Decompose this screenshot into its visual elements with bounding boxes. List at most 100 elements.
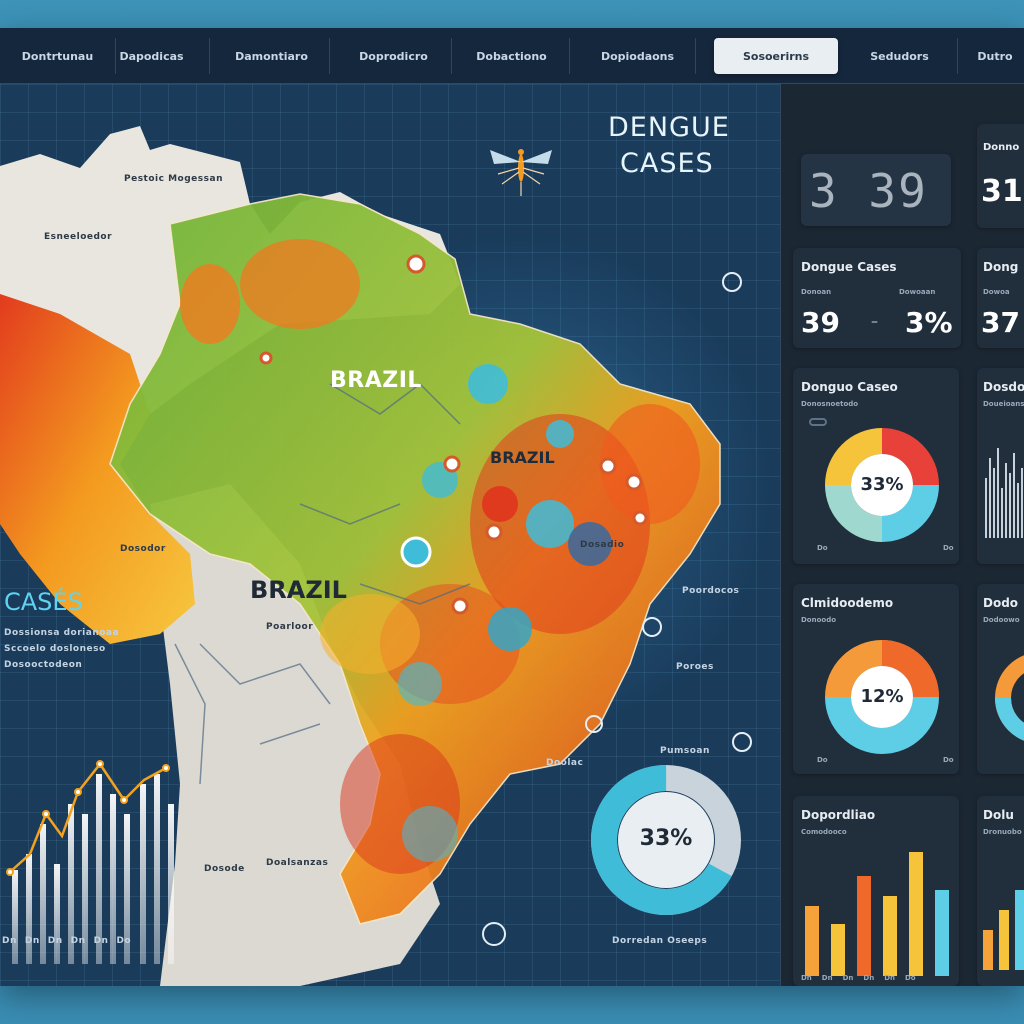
bar-chart-card: Dopordliao Comodooco Dn Dn Dn Dn Dn Do [793,796,959,986]
bars-ticks: Dn Dn Dn Dn Dn Do [801,974,916,982]
marker-teal [400,536,432,568]
bar-tick: Dn [842,974,854,982]
bar-tick: Do [904,974,916,982]
mini-bar-6 [82,814,88,964]
hotspot-5 [180,264,240,344]
donut1-seg-yellow [825,428,882,485]
kpi-value-1: 39 [801,306,840,339]
marker-ring-2 [642,617,662,637]
bar-6 [935,890,949,976]
marker-ring-3 [732,732,752,752]
donut1-title: Donguo Caseo [801,380,898,394]
donut2-chart [825,640,939,754]
hotspot-4 [240,239,360,329]
map-markers [259,254,648,615]
map-region-label-2: Esneeloedor [44,232,113,242]
tick-label: Dn [2,936,17,946]
donut1-seg-red [882,428,939,485]
kpi-card-2b-sub: Dowoa [983,288,1010,296]
kpi-card-2: Dongue Cases Donoan Dowoaan 39 – 3% [793,248,961,348]
donut1-toggle[interactable] [809,418,827,426]
donut2-seg-red [882,640,939,697]
main-donut-caption: Dorredan Oseeps [612,936,708,946]
marker-8 [259,351,273,365]
kpi-digits: 3 39 [809,164,928,218]
donut2-seg-teal [825,697,939,754]
border-lines [174,383,471,785]
bar-chart [805,852,949,976]
bar-1 [805,906,819,976]
map-markers-outline [482,272,752,946]
tab-8[interactable]: Sedudors [842,38,958,74]
tab-9[interactable]: Dutro [977,49,1013,63]
title-line-1: DENGUE [608,112,730,143]
cluster-3 [488,607,532,651]
cluster-2 [526,500,574,548]
kpi-card-2-sub2: Dowoaan [899,288,936,296]
donut1-sub: Donosnoetodo [801,400,859,408]
cluster-1 [468,364,508,404]
histogram-chart [985,448,1023,538]
main-donut-value: 33% [639,826,693,851]
donut2-legend-2: Do [943,756,954,764]
bars-sub: Comodooco [801,828,847,836]
marker-6 [632,510,648,526]
kpi-card-2-title: Dongue Cases [801,260,897,274]
tab-6[interactable]: Dopiodaons [580,38,696,74]
kpi-card-1b: Donno 31 [977,124,1024,228]
donut2b-ring-teal [995,697,1024,741]
donut1-seg-teal [882,485,939,542]
map-region-label-1: Pestoic Mogessan [124,174,223,184]
map-label-brazil-3: BRAZIL [250,576,347,604]
marker-1 [406,254,426,274]
tick-label: Dn [93,936,109,946]
donut2-title: Clmidoodemo [801,596,894,610]
left-text-line-3: Dosooctodeon [4,660,83,670]
tab-4[interactable]: Doprodicro [336,38,452,74]
cluster-9 [482,486,518,522]
marker-ring-5 [482,922,506,946]
donut2b-title: Dodo [983,596,1019,610]
bars-b-chart [983,890,1024,970]
mini-bar-7 [96,774,102,964]
bar-3 [857,876,871,976]
donut-card-1: Donguo Caseo Donosnoetodo 33% Do Do [793,368,959,564]
kpi-card-2b-title: Dong [983,260,1019,274]
mini-bar-2 [26,854,32,964]
donut1-value: 33% [860,474,904,495]
donut2-center [851,666,913,728]
kpi-value-2: 3% [905,306,953,339]
dashboard-frame: Dontrtunau Dapodicas Damontiaro Doprodic… [0,28,1024,986]
left-text-line-1: Dossionsa dorianoaa [4,628,120,638]
mini-bar-11 [154,774,160,964]
map-region-label-7: Dosode [204,864,245,874]
tab-active[interactable]: Sosoerirns [714,38,838,74]
bar-tick: Dn [801,974,812,982]
donut2-value: 12% [860,686,904,707]
mini-line-points [6,760,170,876]
bars-b-title: Dolu [983,808,1014,822]
donut2b-chart [995,655,1024,741]
bar-2 [831,924,845,976]
map-region-label-8: Poroes [676,662,714,672]
tab-3[interactable]: Damontiaro [214,38,330,74]
donut1-center [851,454,913,516]
map-region-label-9: Doolac [546,758,584,768]
tab-5[interactable]: Dobactiono [454,38,570,74]
bar-4 [883,896,897,976]
tick-label: Dn [70,936,86,946]
right-panel: 3 39 Donno 31 Dongue Cases Donoan Dowoaa… [780,84,1024,986]
tab-1[interactable]: Dontrtunau [0,38,116,74]
marker-5 [451,597,469,615]
histogram-title: Dosdo [983,380,1024,394]
marker-ring-4 [585,715,603,733]
cluster-5 [568,522,612,566]
mini-bar-9 [124,814,130,964]
cluster-6 [402,806,458,862]
tick-label: Dn [47,936,63,946]
left-text-line-2: Sccoelo dosloneso [4,644,106,654]
tab-2[interactable]: Dapodicas [94,38,210,74]
main-donut-arc [591,765,741,915]
donut2b-sub: Dodoowo [983,616,1020,624]
bar-tick: Dn [884,974,895,982]
